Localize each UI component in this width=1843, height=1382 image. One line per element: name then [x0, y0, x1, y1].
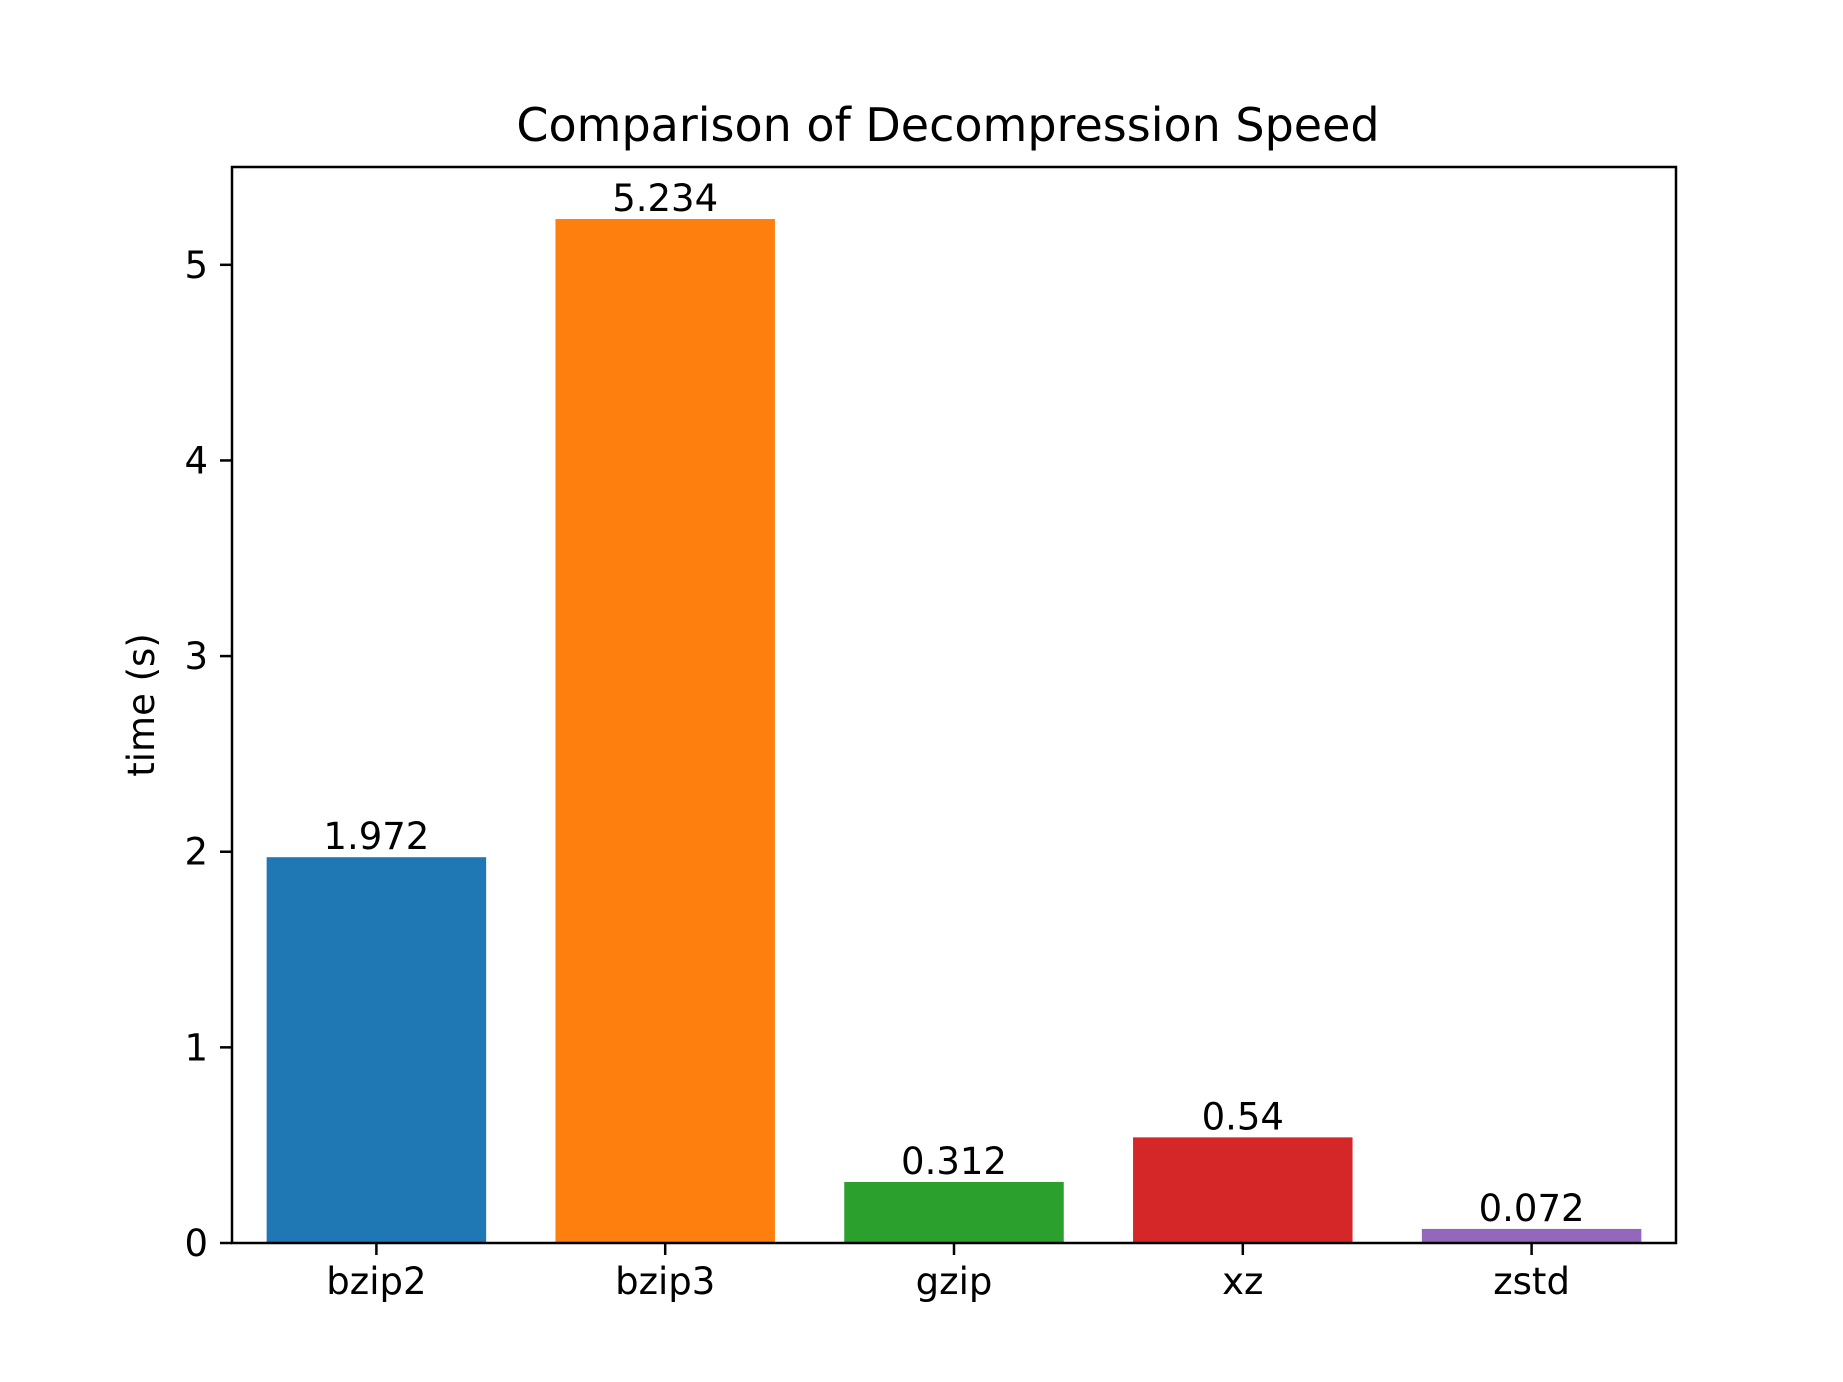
- x-tick-label-bzip2: bzip2: [326, 1260, 426, 1303]
- value-labels-layer: 1.972 5.234 0.312 0.54 0.072: [323, 177, 1584, 1230]
- y-tick-label-2: 2: [184, 831, 208, 874]
- x-tick-label-zstd: zstd: [1493, 1260, 1570, 1303]
- y-tick-label-4: 4: [184, 439, 208, 482]
- value-label-gzip: 0.312: [901, 1140, 1007, 1183]
- x-tick-label-xz: xz: [1222, 1260, 1263, 1303]
- y-tick-label-3: 3: [184, 635, 208, 678]
- bar-zstd: [1421, 1228, 1642, 1243]
- bar-bzip2: [266, 857, 487, 1243]
- bar-bzip3: [555, 219, 775, 1243]
- x-tick-label-gzip: gzip: [916, 1260, 993, 1303]
- plot-frame: [230, 165, 1678, 1245]
- bar-gzip: [844, 1181, 1064, 1243]
- bar-xz: [1133, 1137, 1353, 1243]
- value-label-xz: 0.54: [1202, 1095, 1284, 1138]
- y-tick-label-0: 0: [184, 1222, 208, 1265]
- y-axis-label: time (s): [120, 633, 163, 777]
- y-tick-label-1: 1: [184, 1026, 208, 1069]
- value-label-bzip2: 1.972: [323, 815, 429, 858]
- y-tick-label-5: 5: [184, 244, 208, 287]
- chart-title: Comparison of Decompression Speed: [516, 98, 1379, 152]
- x-tick-label-bzip3: bzip3: [615, 1260, 715, 1303]
- value-label-bzip3: 5.234: [612, 177, 718, 220]
- y-axis: 0 1 2 3 4 5: [184, 244, 232, 1265]
- x-axis: bzip2 bzip3 gzip xz zstd: [326, 1243, 1570, 1303]
- bars-layer: [266, 219, 1642, 1243]
- value-label-zstd: 0.072: [1479, 1187, 1585, 1230]
